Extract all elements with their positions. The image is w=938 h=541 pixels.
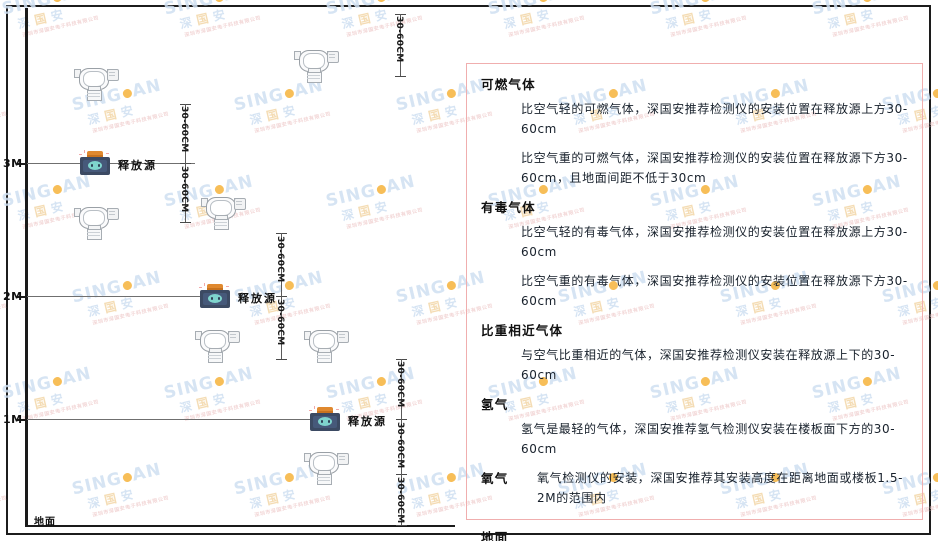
dimension-label: 30-60CM	[394, 16, 404, 63]
gridline-3m	[27, 163, 195, 164]
dimension-line	[401, 474, 402, 525]
dimension-cap	[276, 359, 287, 360]
ground-label: 地面	[34, 517, 56, 528]
gridline-1m	[27, 419, 310, 420]
axis-label-2m: 2M	[3, 290, 23, 303]
installation-diagram: 3M 2M 1M 地面 30-60CM	[0, 0, 460, 541]
panel-section-paragraph: 比空气重的可燃气体，深国安推荐检测仪的安装位置在释放源下方30-60cm，且地面…	[521, 151, 908, 185]
detector-icon	[73, 66, 119, 101]
panel-section-paragraph: 氧气检测仪的安装，深国安推荐其安装高度在距离地面或楼板1.5-2M的范围内	[537, 471, 904, 505]
dimension-label: 30-60CM	[179, 106, 189, 153]
dimension-line	[400, 14, 401, 76]
dimension-line	[281, 296, 282, 359]
axis-tick-3m	[17, 163, 26, 165]
dimension-label: 30-60CM	[395, 422, 405, 469]
release-source-label: 释放源	[348, 415, 387, 428]
panel-section-paragraph: 与空气比重相近的气体，深国安推荐检测仪安装在释放源上下的30-60cm	[521, 348, 896, 382]
panel-section-paragraph: 比空气重的有毒气体，深国安推荐检测仪的安装位置在释放源下方30-60cm	[521, 274, 908, 308]
release-source-label: 释放源	[118, 159, 157, 172]
dimension-label: 30-60CM	[395, 477, 405, 524]
panel-spacer	[481, 517, 908, 527]
panel-section-paragraph: 氢气是最轻的气体，深国安推荐氢气检测仪安装在楼板面下方的30-60cm	[521, 422, 896, 456]
gas-installation-info-panel: 可燃气体比空气轻的可燃气体，深国安推荐检测仪的安装位置在释放源上方30-60cm…	[466, 63, 923, 541]
dimension-line	[185, 104, 186, 163]
detector-icon	[303, 450, 349, 485]
detector-icon	[200, 195, 246, 230]
release-source-icon	[198, 283, 232, 309]
axis-tick-2m	[17, 296, 26, 298]
gridline-2m	[27, 296, 200, 297]
dimension-label: 30-60CM	[395, 361, 405, 408]
release-source-label: 释放源	[238, 292, 277, 305]
dimension-line	[401, 419, 402, 474]
panel-section-heading: 氧气	[481, 471, 509, 486]
release-source-icon	[308, 406, 342, 432]
detector-icon	[303, 328, 349, 363]
vertical-axis	[25, 8, 28, 526]
axis-tick-1m	[17, 419, 26, 421]
dimension-cap	[395, 76, 406, 77]
panel-section-paragraph: 比空气轻的可燃气体，深国安推荐检测仪的安装位置在释放源上方30-60cm	[521, 102, 908, 136]
detector-icon	[293, 48, 339, 83]
axis-label-3m: 3M	[3, 157, 23, 170]
dimension-line	[185, 163, 186, 222]
panel-section-heading: 有毒气体	[481, 200, 536, 215]
dimension-line	[281, 233, 282, 296]
detector-icon	[194, 328, 240, 363]
panel-section-heading: 比重相近气体	[481, 323, 564, 338]
detector-icon	[73, 205, 119, 240]
panel-section-heading: 地面	[481, 530, 509, 541]
dimension-label: 30-60CM	[275, 236, 285, 283]
dimension-label: 30-60CM	[275, 299, 285, 346]
panel-section-heading: 氢气	[481, 397, 509, 412]
panel-section: 氧气 氧气检测仪的安装，深国安推荐其安装高度在距离地面或楼板1.5-2M的范围内	[481, 468, 908, 508]
panel-section-heading: 可燃气体	[481, 77, 536, 92]
dimension-label: 30-60CM	[179, 166, 189, 213]
panel-section-paragraph: 比空气轻的有毒气体，深国安推荐检测仪的安装位置在释放源上方30-60cm	[521, 225, 908, 259]
axis-label-1m: 1M	[3, 413, 23, 426]
dimension-cap	[180, 222, 191, 223]
ground-line	[25, 525, 455, 527]
dimension-line	[401, 359, 402, 419]
dimension-cap	[396, 525, 407, 526]
release-source-icon	[78, 150, 112, 176]
